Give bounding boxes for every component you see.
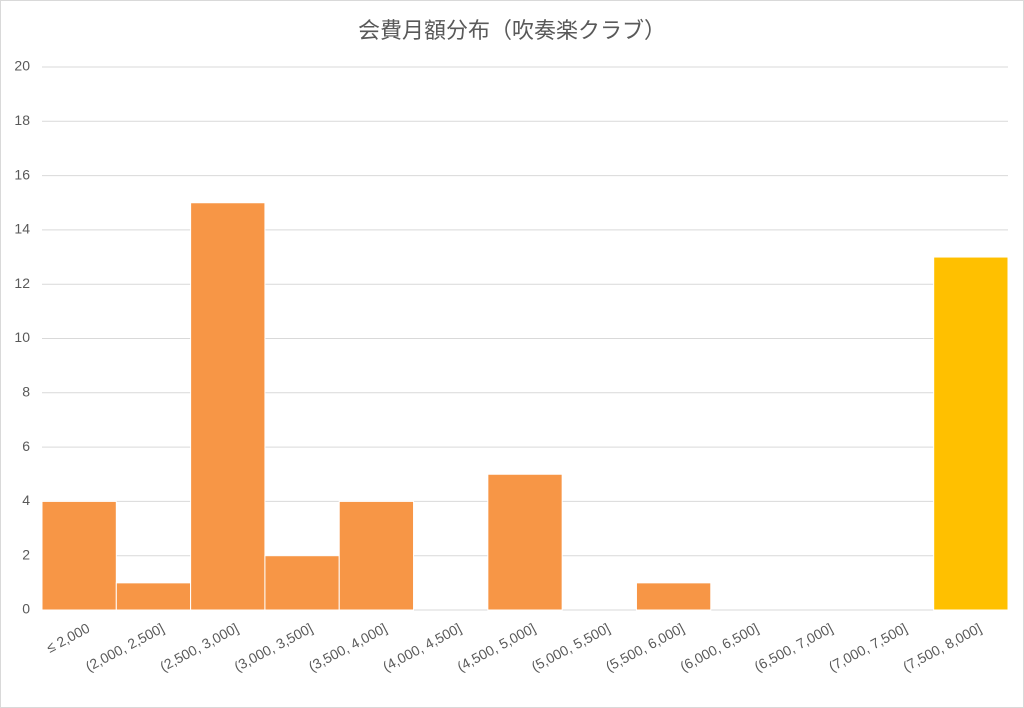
y-tick-label: 16	[14, 166, 30, 182]
bar	[487, 473, 563, 611]
y-tick-label: 8	[22, 384, 30, 400]
bar	[190, 202, 266, 611]
bar	[41, 500, 117, 611]
bar	[338, 500, 415, 611]
bar	[115, 582, 192, 611]
y-tick-label: 12	[14, 275, 30, 291]
y-tick-label: 0	[22, 601, 30, 617]
y-tick-label: 2	[22, 546, 30, 562]
chart-title: 会費月額分布（吹奏楽クラブ）	[358, 18, 666, 43]
bar	[635, 582, 712, 611]
y-tick-label: 4	[22, 492, 30, 508]
y-tick-label: 14	[14, 221, 30, 237]
bar	[264, 555, 340, 611]
y-tick-label: 10	[14, 329, 30, 345]
bar	[933, 256, 1009, 611]
y-tick-label: 6	[22, 438, 30, 454]
y-tick-label: 20	[14, 58, 30, 74]
y-tick-label: 18	[14, 112, 30, 128]
